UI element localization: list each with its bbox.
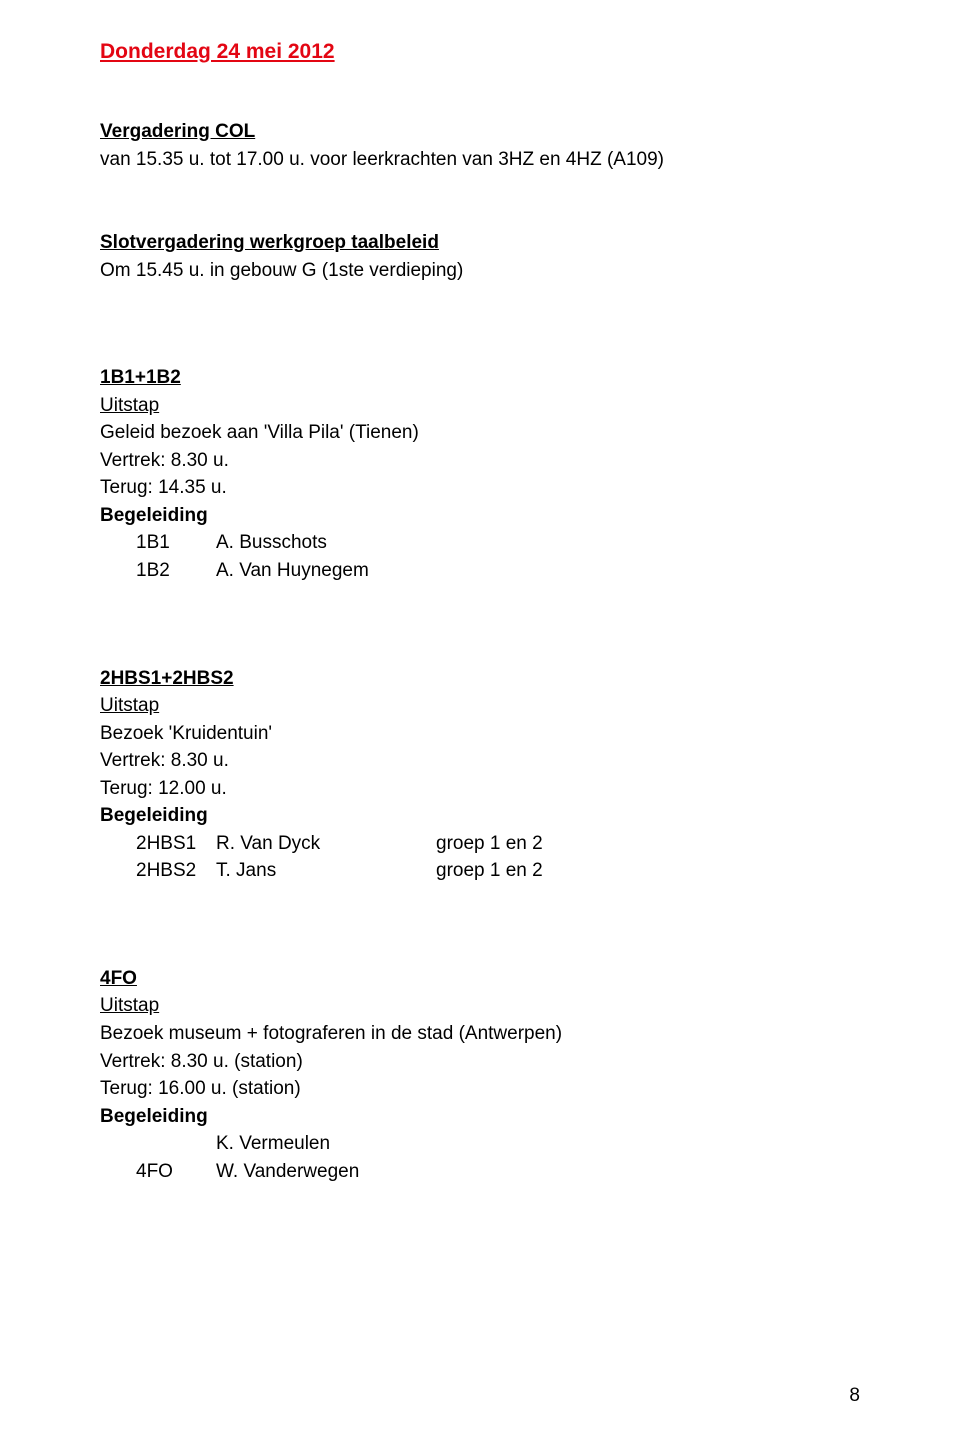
heading-slotvergadering: Slotvergadering werkgroep taalbeleid xyxy=(100,229,860,257)
begeleiding-label-1b1-1b2: Begeleiding xyxy=(100,502,860,530)
desc-4fo: Bezoek museum + fotograferen in de stad … xyxy=(100,1020,860,1048)
line-vergadering-1: van 15.35 u. tot 17.00 u. voor leerkrach… xyxy=(100,146,860,174)
class-cell: 2HBS2 xyxy=(100,857,216,885)
vertrek-1b1-1b2: Vertrek: 8.30 u. xyxy=(100,447,860,475)
section-slotvergadering: Slotvergadering werkgroep taalbeleid Om … xyxy=(100,229,860,284)
class-cell: 1B2 xyxy=(100,557,216,585)
section-1b1-1b2: 1B1+1B2 Uitstap Geleid bezoek aan 'Villa… xyxy=(100,364,860,584)
table-row: 1B1 A. Busschots xyxy=(100,529,860,557)
person-cell: K. Vermeulen xyxy=(216,1130,436,1158)
page-number: 8 xyxy=(849,1385,860,1407)
class-cell: 1B1 xyxy=(100,529,216,557)
desc-2hbs: Bezoek 'Kruidentuin' xyxy=(100,720,860,748)
sub-1b1-1b2: Uitstap xyxy=(100,392,860,420)
person-cell: A. Busschots xyxy=(216,529,436,557)
vertrek-2hbs: Vertrek: 8.30 u. xyxy=(100,747,860,775)
terug-2hbs: Terug: 12.00 u. xyxy=(100,775,860,803)
group-cell: groep 1 en 2 xyxy=(436,830,860,858)
line-slotvergadering-1: Om 15.45 u. in gebouw G (1ste verdieping… xyxy=(100,257,860,285)
group-cell: groep 1 en 2 xyxy=(436,857,860,885)
class-cell xyxy=(100,1130,216,1158)
table-row: 2HBS1 R. Van Dyck groep 1 en 2 xyxy=(100,830,860,858)
terug-4fo: Terug: 16.00 u. (station) xyxy=(100,1075,860,1103)
section-vergadering: Vergadering COL van 15.35 u. tot 17.00 u… xyxy=(100,118,860,173)
table-row: 2HBS2 T. Jans groep 1 en 2 xyxy=(100,857,860,885)
section-2hbs: 2HBS1+2HBS2 Uitstap Bezoek 'Kruidentuin'… xyxy=(100,665,860,885)
heading-vergadering: Vergadering COL xyxy=(100,118,860,146)
heading-1b1-1b2: 1B1+1B2 xyxy=(100,364,860,392)
desc-1b1-1b2: Geleid bezoek aan 'Villa Pila' (Tienen) xyxy=(100,419,860,447)
vertrek-4fo: Vertrek: 8.30 u. (station) xyxy=(100,1048,860,1076)
terug-1b1-1b2: Terug: 14.35 u. xyxy=(100,474,860,502)
heading-2hbs: 2HBS1+2HBS2 xyxy=(100,665,860,693)
sub-4fo: Uitstap xyxy=(100,992,860,1020)
sub-2hbs: Uitstap xyxy=(100,692,860,720)
person-cell: W. Vanderwegen xyxy=(216,1158,436,1186)
person-cell: R. Van Dyck xyxy=(216,830,436,858)
table-row: 4FO W. Vanderwegen xyxy=(100,1158,860,1186)
person-cell: A. Van Huynegem xyxy=(216,557,436,585)
begeleiding-label-2hbs: Begeleiding xyxy=(100,802,860,830)
page: Donderdag 24 mei 2012 Vergadering COL va… xyxy=(0,0,960,1437)
page-title: Donderdag 24 mei 2012 xyxy=(100,40,860,64)
table-row: K. Vermeulen xyxy=(100,1130,860,1158)
begeleiding-label-4fo: Begeleiding xyxy=(100,1103,860,1131)
class-cell: 4FO xyxy=(100,1158,216,1186)
heading-4fo: 4FO xyxy=(100,965,860,993)
table-row: 1B2 A. Van Huynegem xyxy=(100,557,860,585)
section-4fo: 4FO Uitstap Bezoek museum + fotograferen… xyxy=(100,965,860,1185)
class-cell: 2HBS1 xyxy=(100,830,216,858)
person-cell: T. Jans xyxy=(216,857,436,885)
